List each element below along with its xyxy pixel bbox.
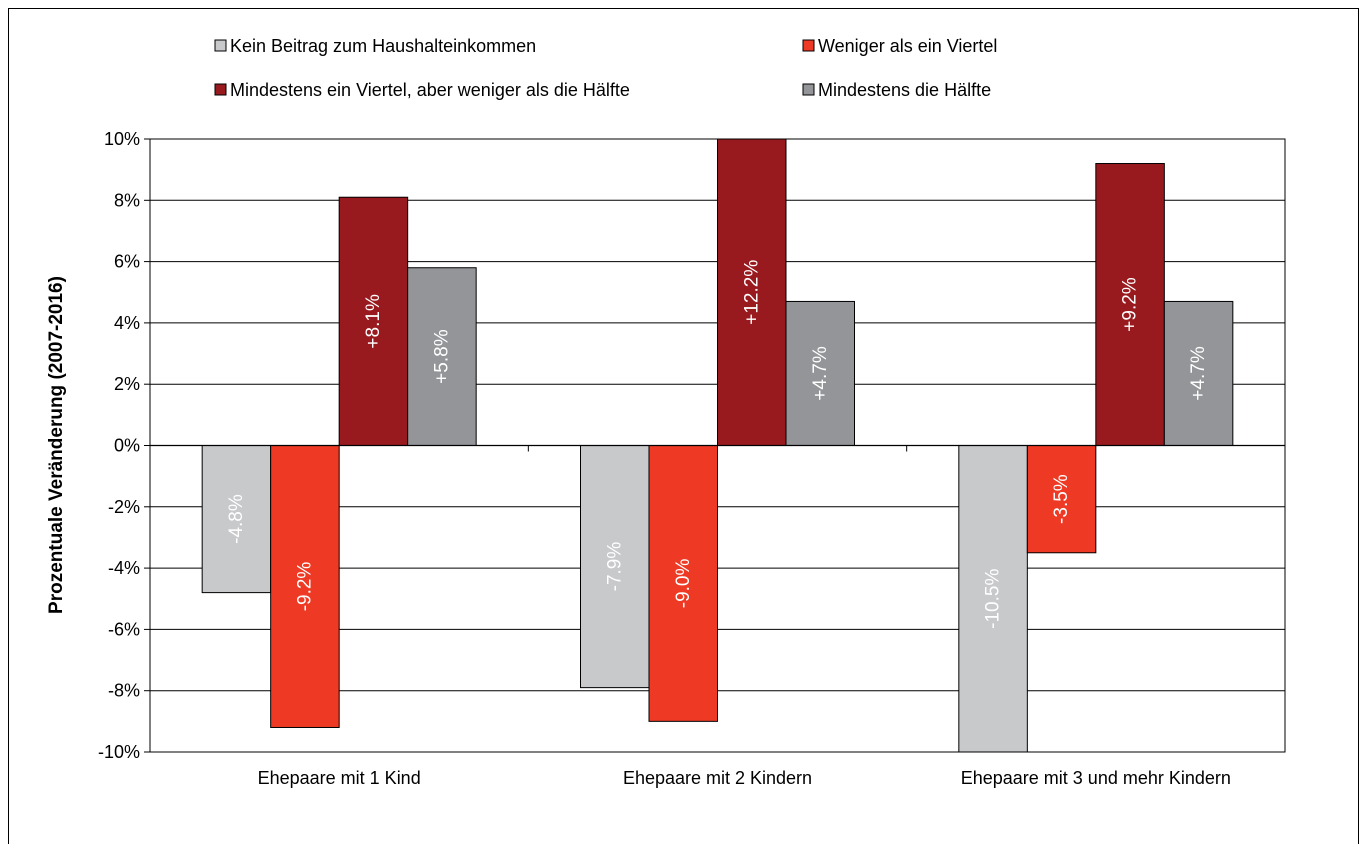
legend-entry: Kein Beitrag zum Haushalteinkommen: [230, 36, 536, 56]
bar: [1026, 445, 1097, 554]
bar: [648, 445, 718, 722]
y-tick-label: -6%: [108, 619, 140, 639]
legend-swatch: [802, 83, 815, 96]
axes: [144, 138, 1286, 753]
data-label: -3.5%: [1051, 474, 1072, 524]
data-label: +12.2%: [741, 260, 762, 325]
y-tick-label: -4%: [108, 558, 140, 578]
bars: -4.8% -9.2% +8.1% +5.8% -7.9% -9.0% +12.2% +4.7…: [201, 138, 1234, 753]
bar: [785, 300, 855, 446]
y-tick-label: 6%: [114, 252, 140, 272]
bar: [717, 138, 787, 446]
data-label: +5.8%: [431, 329, 452, 384]
y-tick-label: -2%: [108, 497, 140, 517]
legend-swatch: [214, 39, 227, 52]
category-label: Ehepaare mit 2 Kindern: [623, 768, 812, 788]
legend-entry: Weniger als ein Viertel: [818, 36, 997, 56]
bar: [407, 267, 477, 447]
legend-swatch: [214, 83, 227, 96]
data-label: -9.0%: [673, 559, 694, 609]
category-label: Ehepaare mit 3 und mehr Kindern: [961, 768, 1231, 788]
y-tick-label: -8%: [108, 681, 140, 701]
y-axis-label: Prozentuale Veränderung (2007-2016): [46, 276, 67, 614]
bar: [958, 445, 1028, 753]
legend-entry: Mindestens ein Viertel, aber weniger als…: [230, 80, 630, 100]
y-tick-label: 0%: [114, 436, 140, 456]
outer-frame: [8, 8, 1359, 844]
y-tick-label: 10%: [104, 129, 140, 149]
tick-labels: -10% -8% -6% -4% -2% 0% 2% 4% 6% 8% 10% Ehepaare mi…: [98, 129, 1231, 788]
legend-swatch: [802, 39, 815, 52]
y-tick-label: 8%: [114, 190, 140, 210]
data-label: -10.5%: [983, 569, 1004, 629]
data-label: +8.1%: [363, 294, 384, 349]
bar: [1163, 300, 1234, 446]
data-label: +9.2%: [1120, 277, 1141, 332]
bar: [1095, 163, 1165, 447]
data-label: -7.9%: [604, 542, 625, 592]
y-tick-label: 2%: [114, 374, 140, 394]
data-label: -4.8%: [226, 494, 247, 544]
category-label: Ehepaare mit 1 Kind: [258, 768, 421, 788]
bar: [338, 196, 409, 446]
data-label: +4.7%: [1188, 346, 1209, 401]
y-tick-label: 4%: [114, 313, 140, 333]
bar: [201, 445, 272, 594]
data-label: +4.7%: [810, 346, 831, 401]
legend-entry: Mindestens die Hälfte: [818, 80, 991, 100]
bar: [580, 445, 650, 689]
legend: Kein Beitrag zum Haushalteinkommen Wenige…: [214, 36, 997, 100]
y-tick-label: -10%: [98, 742, 140, 762]
data-label: -9.2%: [294, 562, 315, 612]
